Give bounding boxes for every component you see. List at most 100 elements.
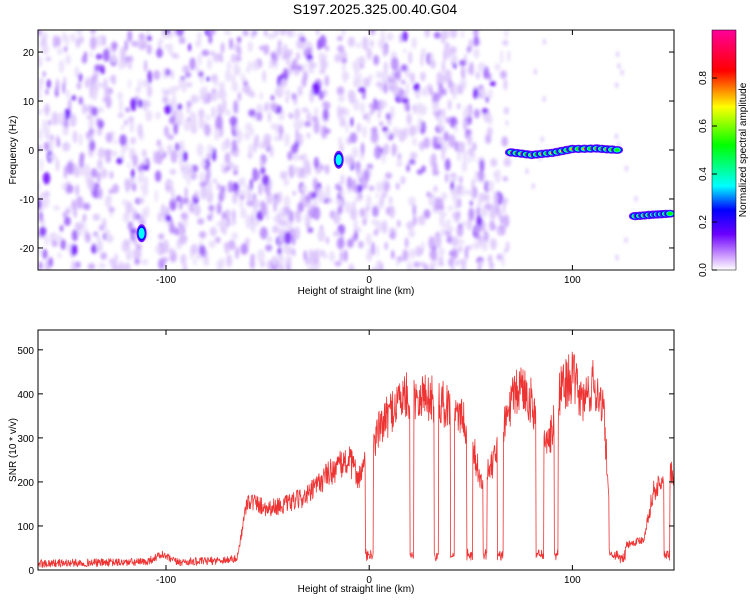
- noise-speck: [484, 112, 493, 123]
- noise-speck: [409, 152, 418, 160]
- noise-speck: [500, 50, 504, 64]
- track-intensity-layer: [138, 227, 145, 239]
- noise-speck: [352, 201, 356, 208]
- noise-speck: [402, 249, 409, 262]
- noise-speck: [381, 154, 386, 164]
- noise-speck: [404, 237, 409, 249]
- noise-speck: [182, 263, 188, 270]
- noise-speck: [170, 69, 174, 80]
- noise-speck: [467, 156, 472, 164]
- noise-speck: [61, 183, 67, 190]
- noise-speck: [317, 186, 321, 199]
- noise-speck: [233, 63, 241, 76]
- noise-speck: [44, 236, 49, 246]
- noise-speck: [437, 109, 443, 116]
- noise-speck: [400, 175, 406, 185]
- noise-speck: [198, 119, 205, 129]
- noise-speck: [119, 134, 127, 147]
- noise-speck: [417, 214, 426, 226]
- noise-speck: [138, 78, 142, 92]
- noise-speck: [128, 58, 132, 70]
- noise-speck: [451, 53, 458, 64]
- noise-speck: [337, 105, 341, 119]
- noise-speck: [206, 152, 212, 161]
- noise-speck: [128, 115, 134, 124]
- noise-speck: [432, 135, 439, 149]
- noise-speck: [84, 105, 92, 112]
- noise-speck: [189, 164, 193, 178]
- noise-speck: [109, 171, 114, 180]
- noise-speck: [92, 188, 100, 199]
- noise-speck: [490, 158, 498, 168]
- noise-speck: [346, 154, 354, 168]
- noise-speck: [351, 146, 359, 158]
- spectrogram-y-tick-label: 10: [23, 97, 35, 108]
- noise-speck: [382, 220, 388, 234]
- track-intensity-layer: [335, 154, 342, 166]
- noise-speck: [616, 51, 620, 58]
- noise-speck: [375, 181, 384, 193]
- noise-speck: [382, 126, 389, 132]
- noise-speck: [198, 245, 206, 257]
- noise-speck: [319, 69, 326, 75]
- noise-speck: [463, 106, 470, 118]
- noise-speck: [96, 127, 103, 136]
- noise-speck: [448, 134, 456, 148]
- noise-speck: [141, 208, 146, 222]
- noise-speck: [109, 207, 115, 213]
- noise-speck: [42, 172, 51, 185]
- spectrogram-x-tick-label: 100: [564, 275, 581, 286]
- noise-speck: [169, 198, 177, 211]
- chart-title: S197.2025.325.00.40.G04: [292, 1, 458, 17]
- noise-speck: [131, 168, 135, 180]
- noise-speck: [237, 46, 242, 56]
- noise-speck: [242, 30, 249, 37]
- noise-speck: [117, 112, 124, 118]
- noise-speck: [287, 151, 293, 161]
- noise-speck: [488, 89, 493, 100]
- noise-speck: [204, 123, 211, 137]
- noise-speck: [247, 41, 254, 53]
- noise-speck: [111, 150, 118, 158]
- noise-speck: [443, 131, 450, 142]
- noise-speck: [614, 133, 618, 140]
- noise-speck: [225, 109, 231, 116]
- noise-speck: [97, 158, 103, 170]
- noise-speck: [337, 205, 343, 215]
- noise-speck: [279, 30, 287, 36]
- noise-speck: [265, 183, 271, 197]
- noise-speck: [479, 196, 483, 205]
- noise-speck: [320, 194, 327, 201]
- noise-speck: [246, 199, 254, 207]
- noise-speck: [286, 261, 290, 270]
- noise-speck: [206, 76, 210, 82]
- noise-speck: [460, 83, 464, 95]
- noise-speck: [62, 82, 66, 94]
- noise-speck: [415, 245, 423, 257]
- noise-speck: [540, 136, 544, 143]
- noise-speck: [503, 157, 512, 167]
- noise-speck: [275, 192, 282, 205]
- noise-speck: [449, 30, 458, 39]
- noise-speck: [369, 30, 376, 36]
- noise-speck: [165, 214, 172, 222]
- noise-speck: [124, 178, 130, 190]
- noise-speck: [487, 254, 493, 263]
- noise-speck: [232, 192, 238, 205]
- noise-speck: [397, 68, 401, 81]
- noise-speck: [171, 52, 178, 59]
- noise-speck: [404, 126, 408, 139]
- noise-speck: [226, 254, 233, 268]
- noise-speck: [261, 174, 270, 186]
- noise-speck: [624, 237, 628, 244]
- noise-speck: [181, 197, 190, 205]
- noise-speck: [279, 218, 287, 227]
- noise-speck: [503, 214, 510, 228]
- noise-speck: [314, 251, 318, 261]
- noise-speck: [364, 206, 369, 220]
- noise-speck: [406, 102, 410, 113]
- noise-speck: [395, 182, 400, 190]
- noise-speck: [38, 128, 43, 142]
- noise-speck: [166, 180, 174, 187]
